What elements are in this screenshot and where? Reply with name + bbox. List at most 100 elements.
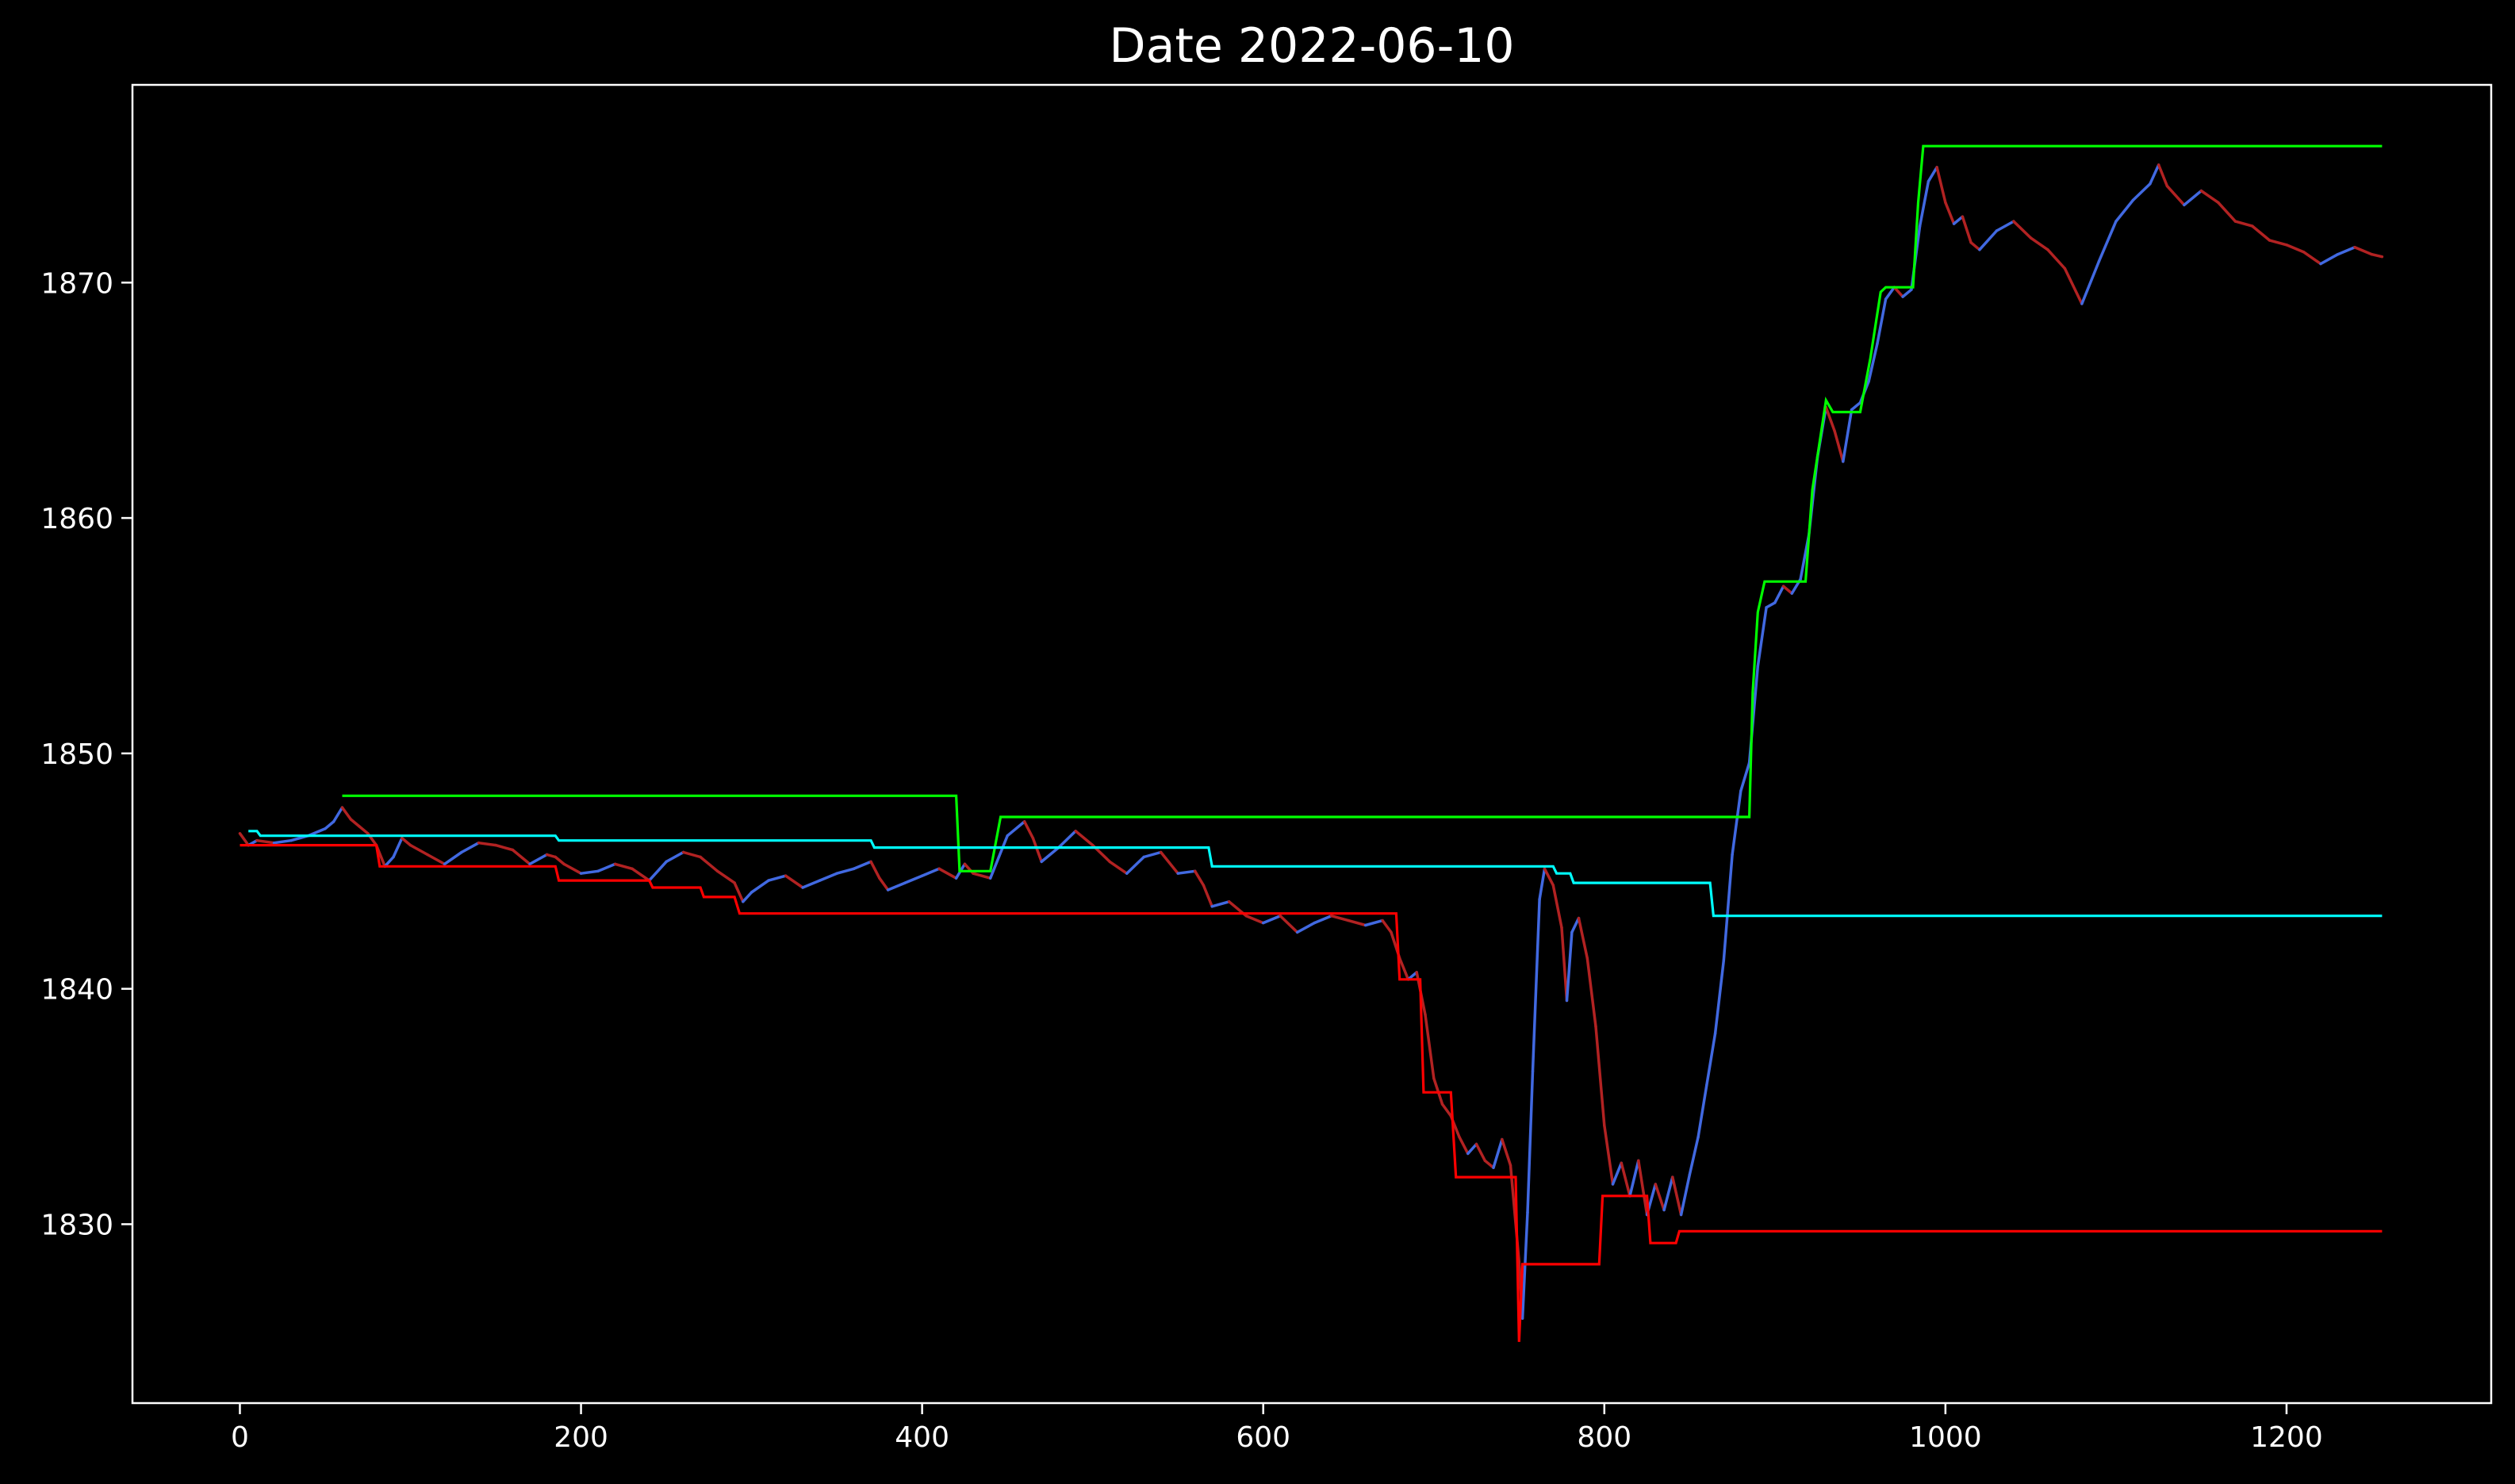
- y-tick-label: 1870: [40, 267, 113, 300]
- price-segment: [2149, 163, 2160, 186]
- axis-ticks: 0 200 400 600 800 1000 1200 1830 1840 1850 1860 187…: [40, 267, 2322, 1454]
- price-segment: [1531, 898, 1541, 1073]
- price-segment: [2199, 189, 2220, 205]
- price-segment: [1570, 916, 1581, 934]
- price-segment: [1193, 869, 1206, 887]
- price-segment: [1458, 1135, 1470, 1156]
- price-segment: [1261, 914, 1282, 925]
- price-segment: [613, 862, 634, 871]
- y-tick-label: 1860: [40, 503, 113, 535]
- price-segment: [443, 850, 463, 866]
- price-segment: [1202, 884, 1213, 908]
- price-segment: [324, 820, 335, 830]
- price-segment: [2131, 182, 2152, 202]
- price-segment: [579, 869, 600, 875]
- price-segment: [1713, 959, 1726, 1035]
- price-segment: [1781, 585, 1794, 595]
- price-segment: [272, 838, 293, 845]
- price-segment: [332, 806, 344, 823]
- price-segment: [1176, 869, 1197, 875]
- running-max-line: [342, 144, 2383, 872]
- price-segment: [494, 843, 515, 852]
- price-segment: [554, 855, 565, 866]
- price-segment: [1347, 918, 1367, 927]
- price-segment: [2268, 239, 2288, 247]
- price-segment: [1313, 914, 1333, 925]
- price-segment: [1765, 601, 1777, 609]
- x-tick-label: 800: [1577, 1421, 1631, 1454]
- price-segment: [1501, 1137, 1512, 1167]
- price-segment: [1560, 926, 1569, 1003]
- price-segment: [988, 855, 1001, 880]
- price-segment: [1006, 820, 1026, 838]
- price-segment: [1492, 1137, 1504, 1169]
- price-segment: [699, 855, 719, 873]
- price-segment: [562, 862, 583, 875]
- price-segment: [1466, 1142, 1478, 1156]
- price-segment: [2302, 250, 2322, 266]
- price-segment: [1731, 789, 1742, 857]
- price-segment: [1824, 405, 1836, 433]
- price-segment: [1705, 1032, 1717, 1087]
- price-segment: [1892, 286, 1904, 298]
- price-segment: [2046, 248, 2067, 270]
- price-segment: [2183, 189, 2203, 207]
- price-segment: [972, 872, 992, 880]
- price-segment: [545, 853, 558, 859]
- price-segment: [1773, 585, 1785, 604]
- price-segment: [2165, 184, 2186, 207]
- price-segment: [2012, 220, 2033, 240]
- price-segment: [255, 838, 276, 845]
- price-segment: [1108, 860, 1129, 875]
- price-segment: [784, 874, 804, 889]
- x-tick-label: 400: [895, 1421, 949, 1454]
- price-segment: [1935, 166, 1947, 205]
- price-segment: [392, 836, 404, 859]
- price-segment: [681, 850, 702, 859]
- average-line: [248, 830, 2383, 918]
- price-segment: [1927, 166, 1938, 183]
- price-segment: [767, 874, 788, 882]
- x-tick-label: 600: [1236, 1421, 1290, 1454]
- price-segment: [2233, 220, 2254, 228]
- price-segment: [852, 860, 872, 871]
- price-segment: [1654, 1183, 1666, 1212]
- price-segment: [238, 832, 250, 847]
- price-segment: [1961, 215, 1973, 244]
- price-segment: [477, 841, 497, 847]
- price-segment: [1594, 1025, 1606, 1127]
- price-segment: [1543, 867, 1555, 887]
- price-segment: [1474, 1142, 1487, 1163]
- price-segment: [1295, 921, 1316, 934]
- price-segment: [2114, 198, 2135, 223]
- price-segment: [647, 860, 668, 882]
- price-segment: [401, 836, 412, 847]
- price-segment: [1867, 342, 1879, 383]
- price-segment: [1722, 853, 1734, 962]
- price-segment: [1397, 957, 1410, 981]
- plot-area: [238, 144, 2384, 1342]
- running-min-line: [240, 844, 2383, 1342]
- price-segment: [1577, 916, 1589, 960]
- price-segment: [869, 860, 881, 880]
- price-segment: [937, 867, 958, 880]
- price-segment: [1440, 1102, 1453, 1118]
- price-segment: [2217, 201, 2237, 223]
- price-segment: [1585, 957, 1597, 1028]
- price-segment: [1074, 830, 1095, 847]
- price-segment: [2097, 220, 2118, 263]
- price-segment: [528, 853, 549, 866]
- price-segment: [1244, 914, 1265, 925]
- price-segment: [1022, 820, 1035, 840]
- price-segment: [1952, 215, 1965, 225]
- price-segment: [2336, 246, 2356, 256]
- x-tick-label: 0: [231, 1421, 249, 1454]
- price-segment: [1901, 288, 1913, 298]
- price-segment: [511, 848, 531, 866]
- price-segment: [1671, 1175, 1683, 1217]
- price-segment: [1884, 286, 1896, 301]
- y-tick-label: 1840: [40, 974, 113, 1007]
- x-tick-label: 200: [554, 1421, 608, 1454]
- price-segment: [1842, 408, 1854, 463]
